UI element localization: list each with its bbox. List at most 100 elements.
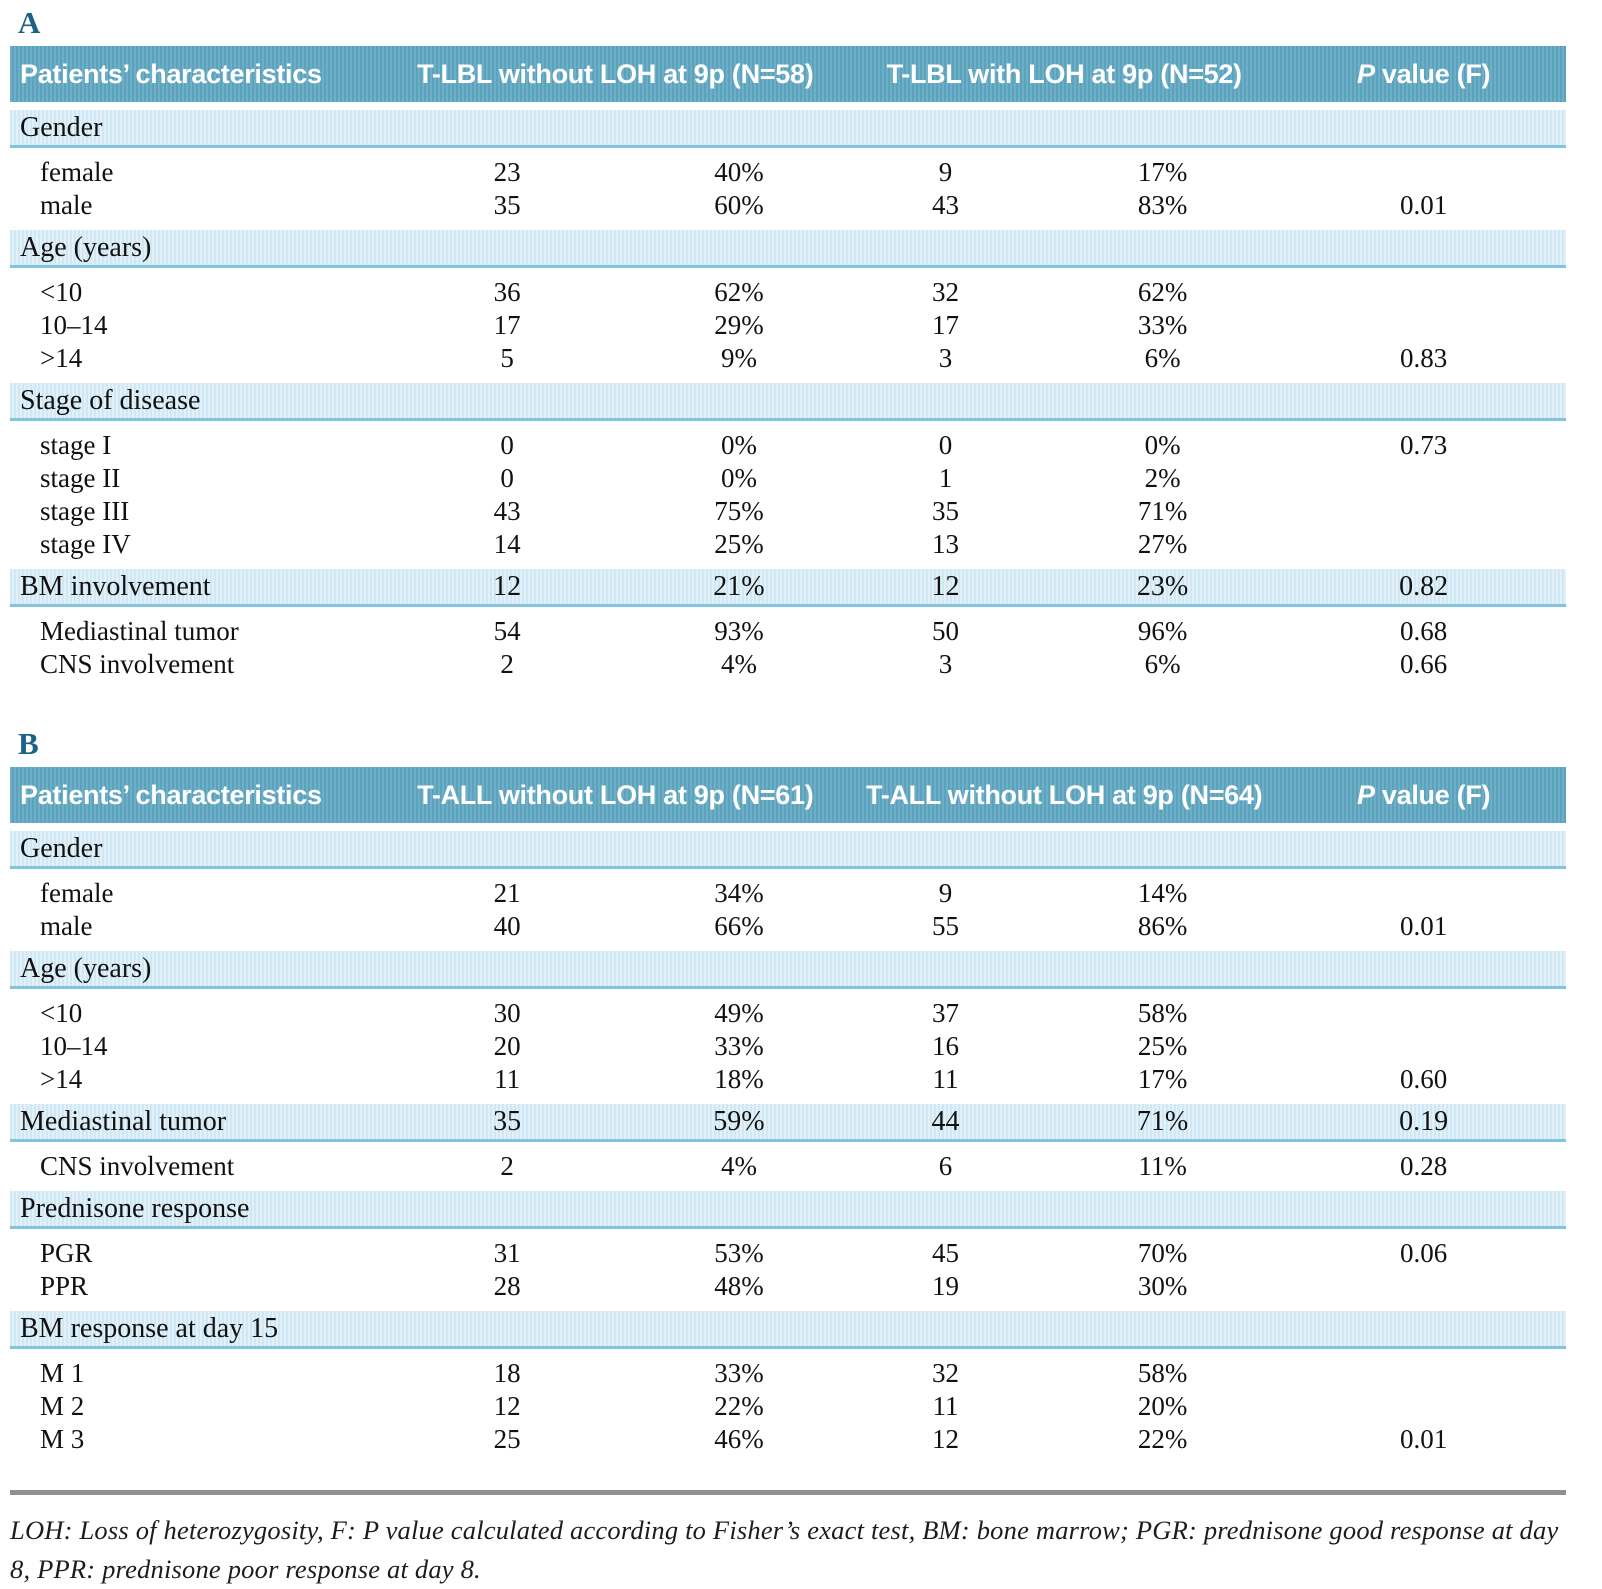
table-b: B Patients’ characteristics T-ALL withou… xyxy=(10,727,1566,1456)
cell-value: 3 xyxy=(938,343,953,373)
table-row: <10 36 62% 32 62% xyxy=(10,276,1566,309)
cell-value: 35 xyxy=(493,1105,522,1137)
cell-value: 25% xyxy=(1137,1031,1188,1061)
cell-value: 50 xyxy=(932,616,960,646)
row-label: BM response at day 15 xyxy=(20,1312,279,1344)
cell-value: 3 xyxy=(938,649,953,679)
table-row: female 23 40% 9 17% xyxy=(10,156,1566,189)
cell-value: 32 xyxy=(932,277,960,307)
cell-value: 0 xyxy=(938,430,953,460)
category-row: Mediastinal tumor 35 59% 44 71% 0.19 xyxy=(10,1104,1566,1142)
row-label: CNS involvement xyxy=(40,1151,235,1181)
cell-value: 71% xyxy=(1136,1105,1189,1137)
row-label: <10 xyxy=(40,998,83,1028)
row-label: >14 xyxy=(40,343,83,373)
cell-value: 16 xyxy=(932,1031,960,1061)
table-row: >14 11 18% 11 17% 0.60 xyxy=(10,1063,1566,1096)
table-row: M 3 25 46% 12 22% 0.01 xyxy=(10,1423,1566,1456)
header-characteristics: Patients’ characteristics xyxy=(20,58,322,89)
cell-value: 12 xyxy=(932,1424,960,1454)
cell-value: 2 xyxy=(500,649,514,679)
cell-value: 29% xyxy=(714,310,764,340)
cell-value: 21% xyxy=(713,570,765,602)
row-label: PPR xyxy=(40,1271,89,1301)
row-label: 10–14 xyxy=(40,310,108,340)
cell-value: 36 xyxy=(493,277,521,307)
header-group2: T-ALL without LOH at 9p (N=64) xyxy=(866,779,1263,810)
cell-value: 0 xyxy=(500,463,514,493)
table-b-grid: Patients’ characteristics T-ALL without … xyxy=(10,767,1566,1456)
table-row: female 21 34% 9 14% xyxy=(10,877,1566,910)
table-a-header-row: Patients’ characteristics T-LBL without … xyxy=(10,46,1566,102)
header-pvalue: P value (F) xyxy=(1356,779,1491,810)
cell-value: 6 xyxy=(938,1151,953,1181)
table-b-body: Gender female 21 34% 9 14% male 40 66% 55 86% 0.01 A… xyxy=(10,831,1566,1456)
cell-value: 0.73 xyxy=(1399,430,1448,460)
header-group1: T-LBL without LOH at 9p (N=58) xyxy=(417,58,814,89)
cell-value: 14 xyxy=(493,529,521,559)
row-label: Age (years) xyxy=(20,952,152,984)
cell-value: 2 xyxy=(500,1151,514,1181)
table-row: <10 30 49% 37 58% xyxy=(10,997,1566,1030)
header-group1: T-ALL without LOH at 9p (N=61) xyxy=(417,779,814,810)
cell-value: 62% xyxy=(1137,277,1188,307)
cell-value: 43 xyxy=(932,190,960,220)
row-label: BM involvement xyxy=(20,570,211,602)
cell-value: 9 xyxy=(938,878,953,908)
cell-value: 1 xyxy=(938,463,953,493)
cell-value: 19 xyxy=(932,1271,960,1301)
cell-value: 22% xyxy=(714,1391,764,1421)
cell-value: 48% xyxy=(714,1271,764,1301)
cell-value: 12 xyxy=(931,570,960,602)
row-label: stage II xyxy=(40,463,121,493)
table-row: stage II 0 0% 1 2% xyxy=(10,462,1566,495)
cell-value: 11 xyxy=(494,1064,521,1094)
row-label: Mediastinal tumor xyxy=(20,1105,227,1137)
cell-value: 27% xyxy=(1137,529,1188,559)
cell-value: 31 xyxy=(493,1238,521,1268)
row-label: stage I xyxy=(40,430,112,460)
cell-value: 4% xyxy=(720,1151,757,1181)
row-label: M 3 xyxy=(40,1424,85,1454)
row-label: M 1 xyxy=(40,1358,85,1388)
footnote-divider xyxy=(10,1490,1566,1495)
cell-value: 2% xyxy=(1144,463,1181,493)
cell-value: 66% xyxy=(714,911,764,941)
cell-value: 11% xyxy=(1138,1151,1187,1181)
row-label: female xyxy=(40,157,114,187)
row-label: CNS involvement xyxy=(40,649,235,679)
category-row: Stage of disease xyxy=(10,383,1566,421)
cell-value: 20 xyxy=(493,1031,521,1061)
cell-value: 0.82 xyxy=(1399,570,1449,602)
row-label: stage III xyxy=(40,496,130,526)
cell-value: 75% xyxy=(714,496,764,526)
cell-value: 46% xyxy=(714,1424,764,1454)
row-label: Gender xyxy=(20,832,103,864)
row-label: 10–14 xyxy=(40,1031,108,1061)
row-label: PGR xyxy=(40,1238,93,1268)
cell-value: 11 xyxy=(932,1391,959,1421)
cell-value: 9 xyxy=(938,157,953,187)
cell-value: 28 xyxy=(493,1271,521,1301)
cell-value: 0.28 xyxy=(1399,1151,1448,1181)
cell-value: 0.01 xyxy=(1399,911,1448,941)
cell-value: 14% xyxy=(1137,878,1188,908)
table-b-header-row: Patients’ characteristics T-ALL without … xyxy=(10,767,1566,823)
cell-value: 71% xyxy=(1137,496,1188,526)
cell-value: 37 xyxy=(932,998,960,1028)
cell-value: 17% xyxy=(1137,157,1188,187)
cell-value: 21 xyxy=(493,878,521,908)
footnote-text: LOH: Loss of heterozygosity, F: P value … xyxy=(10,1515,1559,1584)
cell-value: 20% xyxy=(1137,1391,1188,1421)
cell-value: 13 xyxy=(932,529,960,559)
cell-value: 22% xyxy=(1137,1424,1188,1454)
cell-value: 25% xyxy=(714,529,764,559)
cell-value: 6% xyxy=(1144,649,1181,679)
cell-value: 40% xyxy=(714,157,764,187)
cell-value: 0.66 xyxy=(1399,649,1448,679)
header-characteristics: Patients’ characteristics xyxy=(20,779,322,810)
cell-value: 0.19 xyxy=(1399,1105,1449,1137)
row-label: male xyxy=(40,911,93,941)
cell-value: 0% xyxy=(1144,430,1181,460)
cell-value: 0.06 xyxy=(1399,1238,1448,1268)
